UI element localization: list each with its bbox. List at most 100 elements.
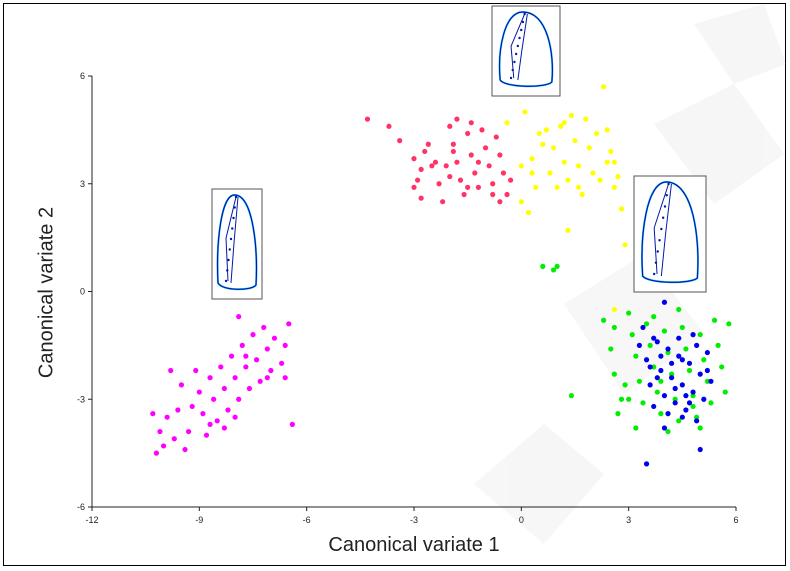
data-point — [711, 317, 718, 323]
data-point — [432, 159, 439, 165]
data-point — [221, 425, 227, 431]
data-point — [611, 324, 617, 331]
data-point — [429, 163, 435, 169]
data-point — [547, 170, 553, 176]
y-tick-label: 3 — [80, 179, 85, 189]
data-point — [479, 127, 485, 133]
data-point — [490, 181, 496, 187]
data-point — [690, 389, 696, 395]
data-point — [543, 127, 549, 133]
data-point — [550, 145, 557, 151]
data-point — [611, 159, 617, 165]
data-point — [697, 332, 703, 338]
data-point — [636, 378, 643, 384]
data-point — [694, 414, 700, 420]
data-point — [690, 332, 696, 338]
data-point — [575, 163, 582, 169]
x-tick-label: -9 — [195, 515, 203, 525]
data-point — [271, 335, 278, 341]
data-point — [676, 353, 682, 359]
data-point — [643, 321, 650, 327]
data-point — [640, 400, 646, 406]
data-point — [719, 364, 725, 370]
data-point — [200, 411, 206, 417]
data-point — [683, 407, 689, 413]
data-point — [386, 123, 392, 129]
data-point — [457, 177, 464, 183]
data-point — [243, 353, 249, 359]
data-point — [422, 148, 428, 155]
data-point — [658, 367, 664, 374]
data-point — [704, 378, 710, 384]
data-point — [647, 382, 653, 388]
data-point — [665, 349, 671, 356]
data-point — [150, 411, 156, 417]
x-tick-label: 0 — [519, 515, 524, 525]
data-point — [622, 242, 628, 248]
data-point — [171, 436, 177, 442]
data-point — [450, 148, 456, 155]
data-point — [411, 184, 417, 190]
y-axis-label: Canonical variate 2 — [35, 206, 58, 379]
x-axis-label: Canonical variate 1 — [328, 534, 500, 556]
data-point — [540, 263, 546, 269]
data-point — [279, 360, 285, 366]
shape-inset-green — [633, 175, 707, 293]
data-point — [654, 389, 660, 395]
data-point — [214, 418, 220, 424]
data-point — [153, 450, 159, 456]
data-point — [461, 191, 467, 198]
data-point — [704, 367, 710, 374]
data-point — [157, 428, 163, 435]
x-tick-label: -3 — [410, 515, 418, 525]
data-point — [207, 375, 213, 381]
data-point — [643, 461, 650, 467]
data-point — [468, 152, 474, 158]
data-point — [701, 396, 707, 402]
data-point — [447, 123, 453, 129]
data-point — [608, 346, 614, 352]
data-point — [640, 324, 646, 331]
data-point — [604, 127, 610, 133]
data-point — [618, 396, 625, 402]
data-point — [661, 393, 668, 399]
data-point — [397, 138, 403, 144]
y-tick-label: -3 — [77, 394, 85, 404]
chart-frame: -12 -9 -6 -3 0 3 6 -6 -3 0 3 6 Canonical variate 1 … — [3, 3, 786, 566]
data-point — [686, 360, 693, 366]
data-point — [193, 367, 199, 374]
data-point — [286, 321, 292, 327]
data-point — [604, 159, 610, 165]
data-point — [611, 306, 617, 313]
data-point — [643, 357, 650, 363]
data-point — [618, 206, 625, 212]
data-point — [554, 184, 560, 190]
data-point — [164, 414, 170, 420]
data-point — [486, 163, 492, 169]
shape-inset-pink — [211, 188, 263, 300]
data-point — [583, 116, 589, 122]
data-point — [440, 199, 446, 205]
data-point — [482, 145, 489, 151]
data-point — [178, 382, 185, 388]
data-point — [186, 428, 192, 435]
data-point — [529, 156, 535, 162]
data-point — [633, 425, 639, 431]
data-point — [694, 418, 700, 424]
data-point — [239, 342, 245, 348]
data-point — [261, 324, 267, 331]
data-point — [651, 403, 657, 410]
data-point — [536, 130, 542, 137]
data-point — [565, 177, 571, 183]
data-point — [672, 385, 678, 392]
data-point — [651, 335, 657, 341]
x-tick-label: 6 — [733, 515, 738, 525]
data-point — [651, 314, 657, 320]
data-point — [651, 364, 657, 370]
data-point — [697, 371, 703, 377]
data-point — [615, 173, 621, 180]
data-point — [550, 267, 557, 273]
data-point — [236, 314, 242, 320]
data-point — [289, 421, 295, 427]
data-point — [683, 393, 689, 399]
